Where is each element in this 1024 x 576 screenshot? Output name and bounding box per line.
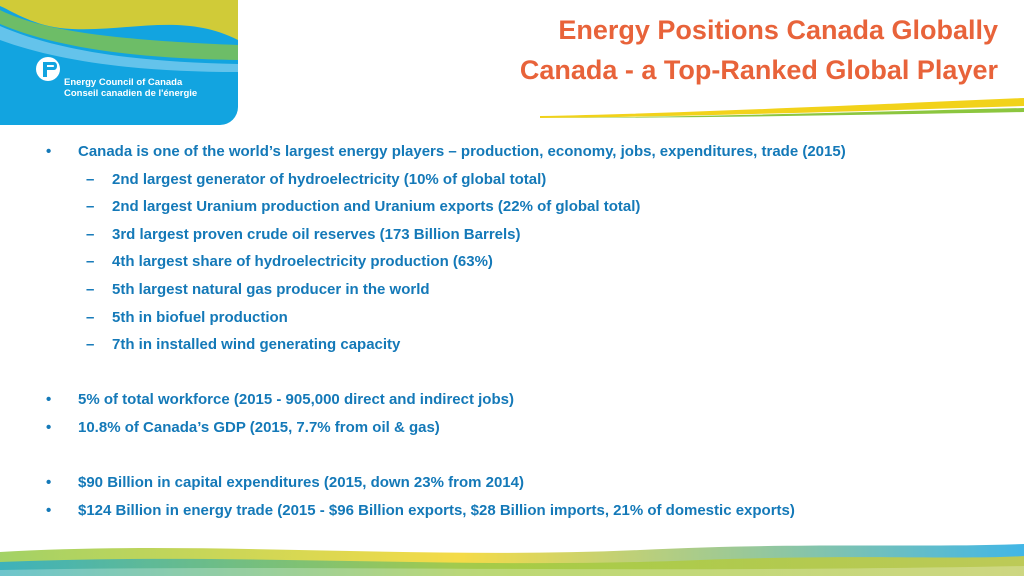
logo-swoosh-decoration <box>0 0 238 72</box>
sub-bullet-marker: – <box>86 225 95 243</box>
bullet-text: $124 Billion in energy trade (2015 - $96… <box>78 501 795 519</box>
logo-name-french: Conseil canadien de l'énergie <box>64 88 198 99</box>
sub-bullet-marker: – <box>86 280 95 298</box>
sub-bullet-item: – 3rd largest proven crude oil reserves … <box>40 221 1000 249</box>
bullet-item: • 5% of total workforce (2015 - 905,000 … <box>40 386 1000 414</box>
bullet-marker: • <box>46 501 52 519</box>
bullet-text: Canada is one of the world’s largest ene… <box>78 143 846 160</box>
sub-bullet-marker: – <box>86 336 95 354</box>
sub-bullet-text: 2nd largest Uranium production and Urani… <box>112 198 641 216</box>
logo-panel: Energy Council of Canada Conseil canadie… <box>0 0 238 125</box>
spacer <box>40 442 1000 470</box>
bullet-marker: • <box>46 474 52 492</box>
bullet-item: • $124 Billion in energy trade (2015 - $… <box>40 497 1000 525</box>
sub-bullet-marker: – <box>86 198 95 216</box>
bullet-item: • $90 Billion in capital expenditures (2… <box>40 469 1000 497</box>
sub-bullet-text: 5th in biofuel production <box>112 308 288 326</box>
logo-name-english: Energy Council of Canada <box>64 77 183 88</box>
bullet-item: • 10.8% of Canada’s GDP (2015, 7.7% from… <box>40 414 1000 442</box>
sub-bullet-item: – 2nd largest Uranium production and Ura… <box>40 193 1000 221</box>
energy-council-logo-icon <box>36 57 60 81</box>
logo-text: Energy Council of Canada Conseil canadie… <box>64 77 197 99</box>
slide-title-block: Energy Positions Canada Globally Canada … <box>520 10 998 90</box>
bullet-marker: • <box>46 391 52 409</box>
sub-bullet-marker: – <box>86 308 95 326</box>
slide-title: Energy Positions Canada Globally <box>558 15 998 45</box>
slide-subtitle: Canada - a Top-Ranked Global Player <box>519 55 998 85</box>
sub-bullet-item: – 5th largest natural gas producer in th… <box>40 276 1000 304</box>
sub-bullet-text: 7th in installed wind generating capacit… <box>112 336 401 354</box>
slide-content: • Canada is one of the world’s largest e… <box>40 138 1000 524</box>
footer-wave-decoration <box>0 544 1024 576</box>
sub-bullet-item: – 7th in installed wind generating capac… <box>40 331 1000 359</box>
sub-bullet-text: 2nd largest generator of hydroelectricit… <box>112 170 547 188</box>
bullet-text: $90 Billion in capital expenditures (201… <box>78 474 524 492</box>
sub-bullet-marker: – <box>86 253 95 271</box>
bullet-item: • Canada is one of the world’s largest e… <box>40 138 1000 166</box>
sub-bullet-text: 4th largest share of hydroelectricity pr… <box>112 253 493 271</box>
bullet-marker: • <box>46 143 52 160</box>
sub-bullet-item: – 4th largest share of hydroelectricity … <box>40 248 1000 276</box>
bullet-marker: • <box>46 418 52 436</box>
spacer <box>40 359 1000 387</box>
sub-bullet-item: – 5th in biofuel production <box>40 304 1000 332</box>
bullet-text: 10.8% of Canada’s GDP (2015, 7.7% from o… <box>78 418 440 436</box>
bullet-text: 5% of total workforce (2015 - 905,000 di… <box>78 391 514 409</box>
sub-bullet-marker: – <box>86 170 95 188</box>
sub-bullet-text: 5th largest natural gas producer in the … <box>112 280 430 298</box>
sub-bullet-item: – 2nd largest generator of hydroelectric… <box>40 166 1000 194</box>
header-accent-stripe <box>540 98 1024 118</box>
sub-bullet-text: 3rd largest proven crude oil reserves (1… <box>112 225 521 243</box>
